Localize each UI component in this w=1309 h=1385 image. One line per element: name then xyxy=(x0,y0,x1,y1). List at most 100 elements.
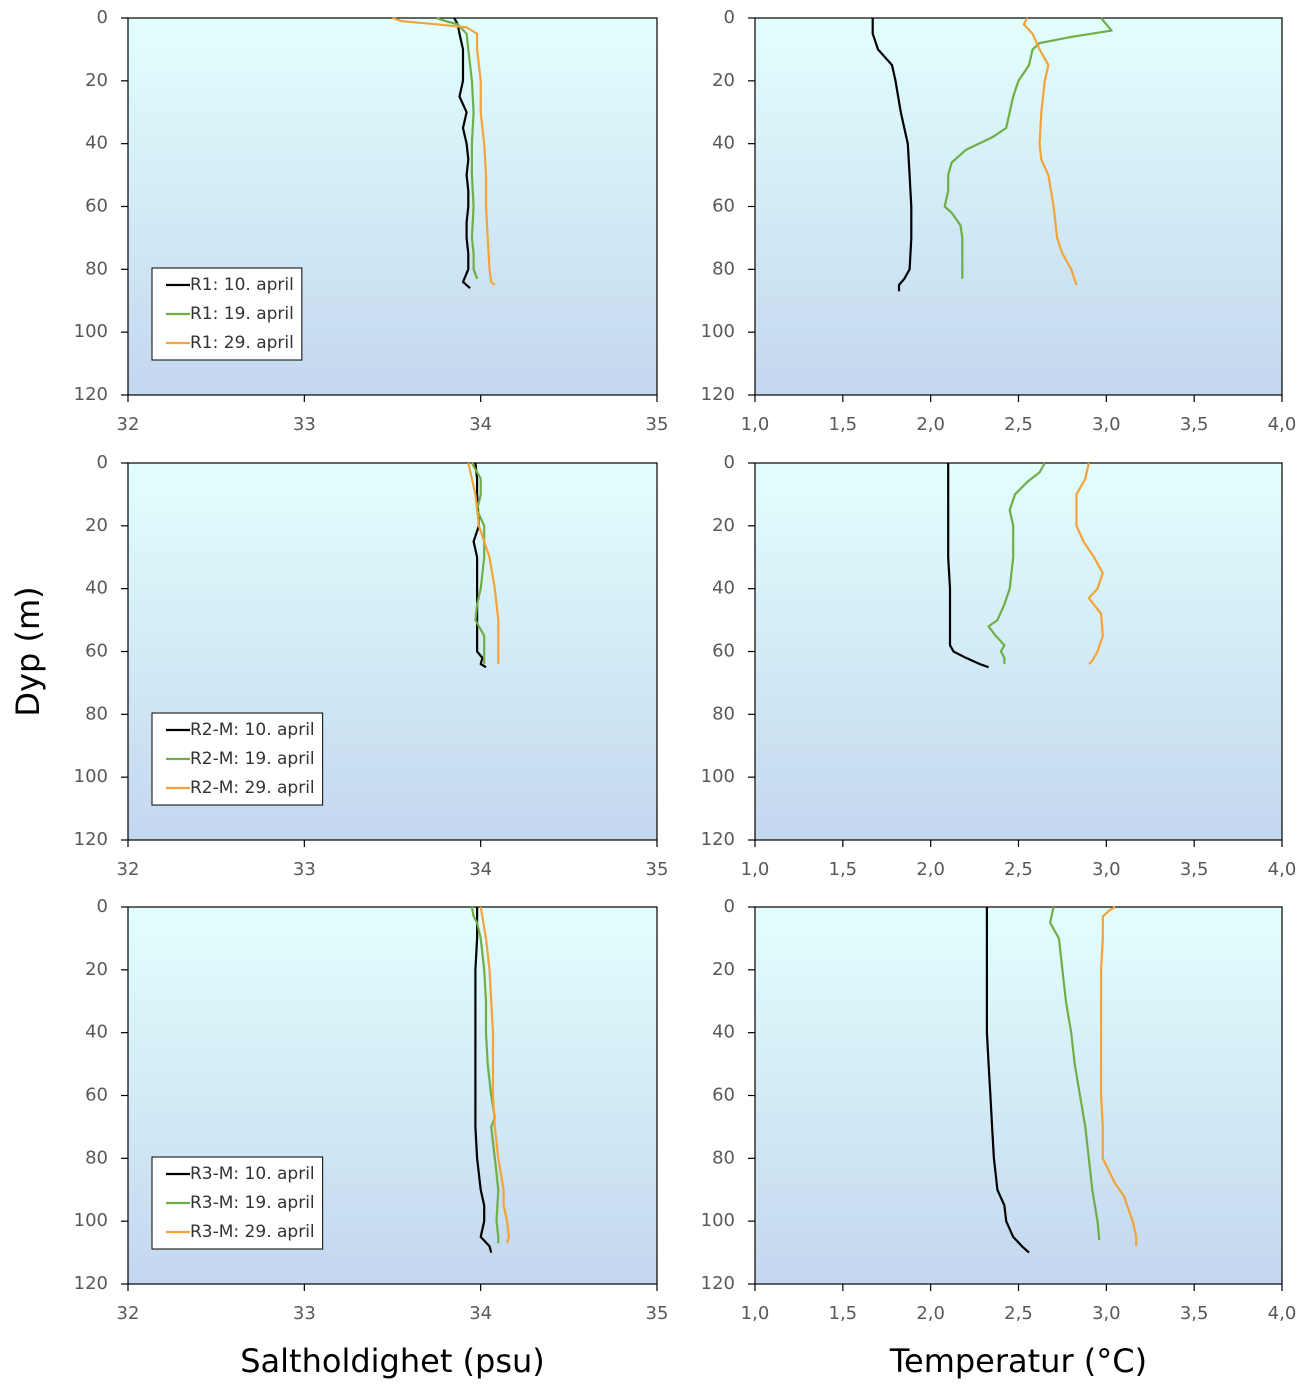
y-tick-label: 120 xyxy=(74,1273,108,1294)
x-tick-label: 3,0 xyxy=(1092,414,1121,435)
x-tick-label: 2,5 xyxy=(1004,414,1033,435)
profile-line xyxy=(985,907,1030,1254)
y-tick-label: 100 xyxy=(701,321,735,342)
legend-label: R2-M: 10. april xyxy=(190,720,315,740)
profile-line xyxy=(472,462,487,669)
x-tick-label: 4,0 xyxy=(1268,1303,1297,1324)
x-tick-label: 4,0 xyxy=(1268,414,1297,435)
x-tick-label: 35 xyxy=(646,1303,669,1324)
y-tick-label: 80 xyxy=(712,258,735,279)
profile-line xyxy=(943,17,1113,279)
y-tick-label: 80 xyxy=(85,703,108,724)
x-tick-label: 2,0 xyxy=(916,1303,945,1324)
profile-line xyxy=(1100,906,1138,1247)
plot-area xyxy=(754,906,1283,1285)
y-tick-label: 20 xyxy=(85,70,108,91)
y-tick-label: 0 xyxy=(97,7,108,28)
legend-label: R1: 10. april xyxy=(190,275,294,295)
y-axis-title: Dyp (m) xyxy=(9,586,47,716)
y-tick-label: 20 xyxy=(85,959,108,980)
legend-label: R3-M: 29. april xyxy=(190,1222,315,1242)
y-tick-label: 120 xyxy=(701,1273,735,1294)
x-tick-label: 34 xyxy=(469,859,492,880)
y-tick-label: 40 xyxy=(85,578,108,599)
x-tick-label: 1,5 xyxy=(829,414,858,435)
legend-label: R3-M: 10. april xyxy=(190,1164,315,1184)
x-tick-label: 3,0 xyxy=(1092,1303,1121,1324)
y-tick-label: 20 xyxy=(712,959,735,980)
y-tick-label: 60 xyxy=(712,641,735,662)
x-tick-label: 35 xyxy=(646,414,669,435)
x-tick-label: 33 xyxy=(293,1303,316,1324)
x-tick-label: 1,0 xyxy=(741,859,770,880)
y-tick-label: 120 xyxy=(74,829,108,850)
x-tick-label: 34 xyxy=(469,1303,492,1324)
x-tick-label: 3,0 xyxy=(1092,859,1121,880)
profile-line xyxy=(470,462,486,665)
y-tick-label: 0 xyxy=(97,452,108,473)
legend-label: R1: 29. april xyxy=(190,333,294,353)
y-tick-label: 40 xyxy=(85,1022,108,1043)
y-tick-label: 40 xyxy=(712,578,735,599)
x-axis-title: Saltholdighet (psu) xyxy=(240,1342,545,1380)
profile-line xyxy=(453,17,471,290)
x-tick-label: 35 xyxy=(646,859,669,880)
y-tick-label: 100 xyxy=(74,766,108,787)
legend-label: R2-M: 29. april xyxy=(190,778,315,798)
x-axis-title: Temperatur (°C) xyxy=(889,1342,1147,1380)
y-tick-label: 80 xyxy=(85,1147,108,1168)
plot-area xyxy=(754,17,1283,396)
y-tick-label: 60 xyxy=(712,1085,735,1106)
y-tick-label: 20 xyxy=(85,515,108,536)
y-tick-label: 0 xyxy=(97,896,108,917)
x-tick-label: 32 xyxy=(117,859,140,880)
y-tick-label: 60 xyxy=(85,196,108,217)
y-tick-label: 100 xyxy=(701,1210,735,1231)
x-tick-label: 2,5 xyxy=(1004,859,1033,880)
x-tick-label: 1,0 xyxy=(741,414,770,435)
profile-line xyxy=(470,906,500,1244)
x-tick-label: 32 xyxy=(117,414,140,435)
x-tick-label: 3,5 xyxy=(1180,1303,1209,1324)
y-tick-label: 0 xyxy=(724,896,735,917)
x-tick-label: 3,5 xyxy=(1180,859,1209,880)
y-tick-label: 100 xyxy=(701,766,735,787)
y-tick-label: 20 xyxy=(712,515,735,536)
x-tick-label: 1,0 xyxy=(741,1303,770,1324)
profile-line xyxy=(1075,462,1104,665)
y-tick-label: 20 xyxy=(712,70,735,91)
y-tick-label: 120 xyxy=(701,384,735,405)
y-tick-label: 40 xyxy=(712,1022,735,1043)
x-tick-label: 3,5 xyxy=(1180,414,1209,435)
profile-line xyxy=(479,906,510,1244)
profile-line xyxy=(1022,17,1078,286)
profile-line xyxy=(467,462,500,665)
x-tick-label: 33 xyxy=(293,414,316,435)
y-tick-label: 60 xyxy=(85,641,108,662)
y-tick-label: 80 xyxy=(85,258,108,279)
y-tick-label: 100 xyxy=(74,1210,108,1231)
y-tick-label: 40 xyxy=(712,133,735,154)
y-tick-label: 40 xyxy=(85,133,108,154)
profile-line xyxy=(392,16,496,286)
y-tick-label: 100 xyxy=(74,321,108,342)
x-tick-label: 1,5 xyxy=(829,1303,858,1324)
profile-line xyxy=(987,462,1046,665)
y-tick-label: 60 xyxy=(712,196,735,217)
y-tick-label: 80 xyxy=(712,703,735,724)
profile-line xyxy=(947,463,989,669)
x-tick-label: 2,5 xyxy=(1004,1303,1033,1324)
y-tick-label: 120 xyxy=(74,384,108,405)
x-tick-label: 34 xyxy=(469,414,492,435)
y-tick-label: 80 xyxy=(712,1147,735,1168)
x-tick-label: 4,0 xyxy=(1268,859,1297,880)
legend-label: R2-M: 19. april xyxy=(190,749,315,769)
y-tick-label: 0 xyxy=(724,452,735,473)
x-tick-label: 33 xyxy=(293,859,316,880)
x-tick-label: 1,5 xyxy=(829,859,858,880)
profile-line xyxy=(474,907,493,1253)
legend-label: R1: 19. april xyxy=(190,304,294,324)
profile-line xyxy=(871,18,913,292)
